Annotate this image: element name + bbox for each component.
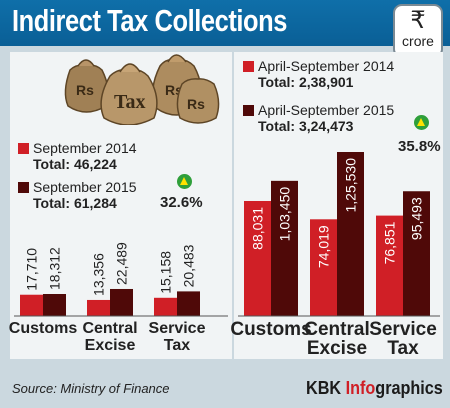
bar <box>110 288 133 316</box>
legend-total: Total: 2,38,901 <box>258 74 354 90</box>
bar <box>403 191 430 316</box>
category-label: Service <box>369 319 437 340</box>
bar-value-label: 1,25,530 <box>343 158 359 213</box>
bar-value-label: 18,312 <box>47 247 63 290</box>
bar <box>43 294 66 316</box>
bar-value-label: 20,483 <box>181 244 197 287</box>
unit-badge: ₹ crore <box>393 4 443 58</box>
category-label: Central <box>82 320 137 337</box>
bar-value-label: 95,493 <box>409 197 425 240</box>
money-bags-illustration: Rs Rs Rs Tax <box>64 54 220 125</box>
bag-label: Rs <box>187 96 205 112</box>
legend-swatch <box>18 182 29 193</box>
category-label: Service <box>149 320 206 337</box>
legend-label: April-September 2014 <box>258 58 395 74</box>
source-note: Source: Ministry of Finance <box>12 381 170 396</box>
legend-item: April-September 2014 Total: 2,38,901 <box>243 58 395 90</box>
category-label: Customs <box>9 320 78 337</box>
bar <box>87 299 110 316</box>
money-bag-icon: Tax <box>100 63 158 125</box>
bar <box>337 152 364 316</box>
brand-part: graphics <box>375 378 443 398</box>
bag-label: Tax <box>114 91 146 113</box>
legend-item: September 2014 Total: 46,224 <box>18 140 137 172</box>
bar-value-label: 1,03,450 <box>277 187 293 242</box>
bar <box>244 200 271 316</box>
bar-value-label: 88,031 <box>250 207 266 250</box>
footer: Source: Ministry of Finance KBK Infograp… <box>0 372 450 408</box>
header-bar: Indirect Tax Collections <box>0 0 450 46</box>
legend-item: September 2015 Total: 61,284 <box>18 179 137 211</box>
category-label: Customs <box>230 319 311 340</box>
legend-label: September 2014 <box>33 140 137 156</box>
legend-item: April-September 2015 Total: 3,24,473 <box>243 102 395 134</box>
brand-part-accent: Info <box>345 378 376 398</box>
legend-swatch <box>243 105 254 116</box>
bar <box>271 180 298 316</box>
bar <box>376 215 403 316</box>
category-label: Central <box>304 319 369 340</box>
category-label: Tax <box>164 337 190 354</box>
brand-part: KBK <box>306 378 346 398</box>
growth-value: 35.8% <box>398 138 441 155</box>
category-label: Tax <box>387 338 419 359</box>
legend-swatch <box>243 61 254 72</box>
legend-total: Total: 3,24,473 <box>258 118 354 134</box>
rupee-icon: ₹ <box>410 7 426 34</box>
page-title: Indirect Tax Collections <box>12 3 288 38</box>
legend-label: September 2015 <box>33 179 137 195</box>
bar-value-label: 17,710 <box>24 248 40 291</box>
bar-value-label: 76,851 <box>382 221 398 264</box>
growth-value: 32.6% <box>160 194 203 211</box>
brand-logo: KBK Infographics <box>306 378 443 399</box>
legend-total: Total: 61,284 <box>33 195 117 211</box>
bar-value-label: 13,356 <box>91 253 107 296</box>
legend-label: April-September 2015 <box>258 102 395 118</box>
unit-label: crore <box>402 33 434 49</box>
bar <box>20 294 43 316</box>
category-label: Excise <box>307 338 367 359</box>
bar <box>177 291 200 316</box>
growth-up-icon <box>414 115 429 130</box>
category-label: Excise <box>85 337 136 354</box>
growth-up-icon <box>177 174 192 189</box>
bar <box>310 219 337 316</box>
bag-label: Rs <box>76 82 94 98</box>
bar <box>154 297 177 316</box>
bar-value-label: 74,019 <box>316 225 332 268</box>
bar-value-label: 22,489 <box>114 242 130 285</box>
legend-swatch <box>18 143 29 154</box>
bar-value-label: 15,158 <box>158 251 174 294</box>
legend-total: Total: 46,224 <box>33 156 117 172</box>
money-bag-icon: Rs <box>176 78 220 124</box>
